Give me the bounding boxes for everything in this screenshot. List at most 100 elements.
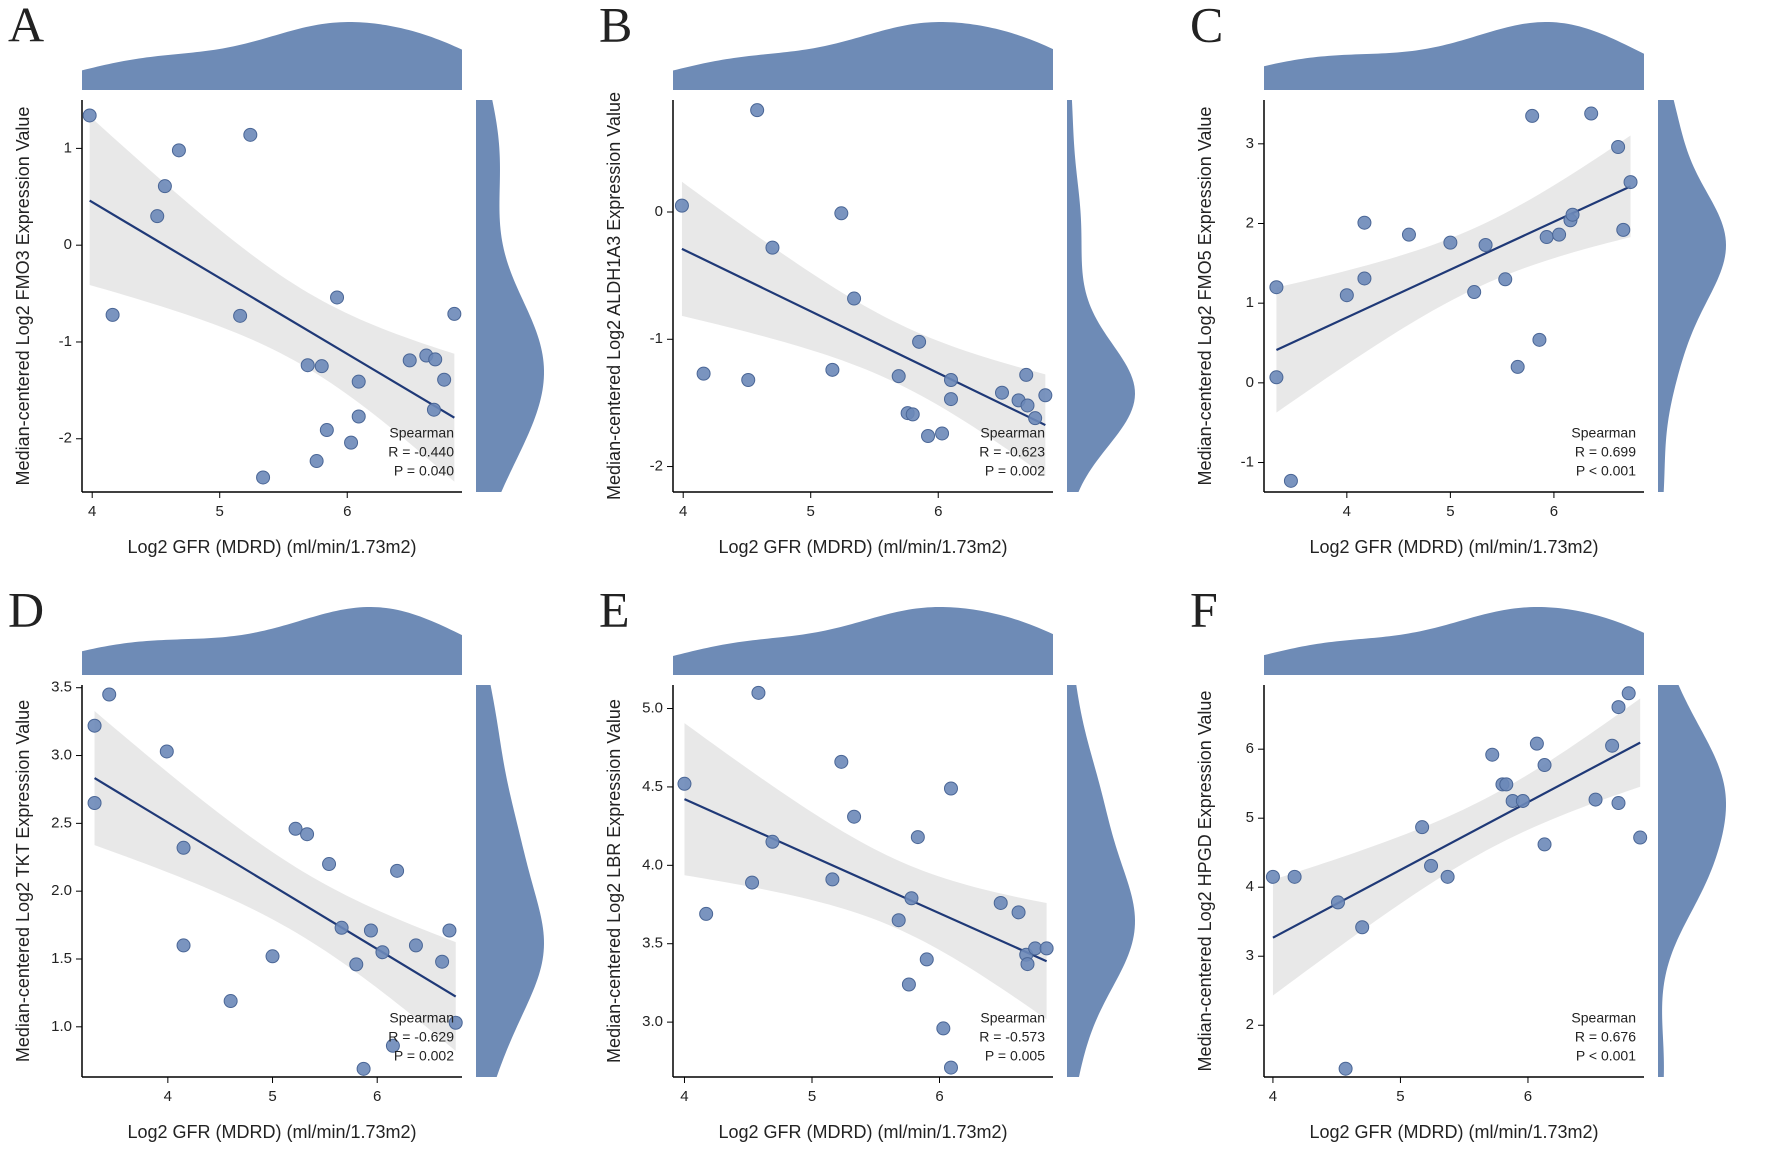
point [750,103,765,118]
y-tick-label: 4.5 [642,778,663,795]
y-tick-label: 1 [1246,294,1254,311]
stat-method: Spearman [1571,1010,1636,1026]
point [1287,869,1302,884]
point [943,373,958,387]
point [1623,175,1638,190]
panel-letter: F [1190,581,1218,637]
y-tick-label: -2 [650,458,663,475]
regression-line [89,199,455,419]
point [891,913,906,928]
x-axis-title: Log2 GFR (MDRD) (ml/min/1.73m2) [718,1122,1007,1142]
point [150,209,165,224]
x-tick-label: 6 [343,503,351,520]
point [1539,230,1554,245]
point [1357,215,1372,230]
point [159,744,174,759]
stat-p: P < 0.001 [1576,1048,1636,1064]
point [408,938,423,953]
stat-method: Spearman [980,1010,1045,1026]
y-tick-label: 6 [1246,740,1254,757]
y-tick-label: 2 [1246,1016,1254,1033]
x-tick-label: 4 [680,1088,688,1105]
point [1038,388,1053,403]
point [1039,941,1054,956]
panel: B Log2 GFR (MDRD) (ml/min/1.73m2) Median-c… [599,0,1135,557]
point [1020,957,1035,972]
point [1605,738,1620,753]
y-tick-label: -1 [59,333,72,350]
y-tick-label: -1 [650,330,663,347]
x-axis-title: Log2 GFR (MDRD) (ml/min/1.73m2) [1309,1122,1598,1142]
y-tick-label: 3.5 [642,935,663,952]
point [1355,920,1370,935]
point [741,373,756,387]
point [943,392,958,407]
x-tick-label: 4 [1343,503,1351,520]
point [891,369,906,384]
point [943,1060,958,1075]
point [1584,106,1599,121]
y-density [1067,100,1135,492]
x-density [1264,22,1644,90]
confidence-band [94,711,456,1051]
y-tick-label: -2 [59,430,72,447]
x-tick-label: 5 [1396,1088,1404,1105]
y-tick-label: 3.5 [51,679,72,696]
x-tick-label: 6 [1550,503,1558,520]
point [102,687,117,702]
point [825,872,840,887]
stat-r: R = 0.676 [1575,1029,1636,1045]
stat-p: P = 0.002 [394,1048,454,1064]
y-tick-label: 5.0 [642,699,663,716]
y-density [1658,100,1726,492]
point [1499,777,1514,792]
point [1498,272,1513,287]
x-tick-label: 4 [1269,1088,1277,1105]
point [1588,792,1603,807]
plot-area [93,711,457,1051]
y-density [476,100,544,492]
point [1357,271,1372,286]
regression-line [93,777,457,998]
y-density [1658,685,1726,1077]
y-density [476,685,544,1077]
confidence-band [89,116,455,482]
point [1478,238,1493,253]
point [834,206,849,221]
point [1510,359,1525,374]
point [390,863,405,878]
point [176,840,191,855]
y-tick-label: 3.0 [51,747,72,764]
point [677,776,692,791]
stat-r: R = 0.699 [1575,444,1636,460]
stat-r: R = -0.440 [388,444,454,460]
point [943,781,958,796]
x-tick-label: 5 [808,1088,816,1105]
point [905,407,920,422]
point [223,994,238,1009]
panel: C Log2 GFR (MDRD) (ml/min/1.73m2) Median-c… [1190,0,1726,557]
point [1565,207,1580,222]
point [696,366,711,381]
point [1338,1061,1353,1076]
point [385,1038,400,1053]
regression-line [681,247,1046,427]
point [1401,227,1416,242]
point [435,954,450,969]
y-axis-title: Median-centered Log2 FMO5 Expression Val… [1195,107,1215,486]
regression-line [684,798,1048,963]
y-tick-label: 3 [1246,135,1254,152]
point [1424,858,1439,873]
point [363,923,378,938]
point [901,977,916,992]
x-tick-label: 6 [373,1088,381,1105]
point [1019,367,1034,382]
y-tick-label: 3 [1246,947,1254,964]
point [448,1015,463,1030]
x-tick-label: 6 [935,1088,943,1105]
panel: E Log2 GFR (MDRD) (ml/min/1.73m2) Median-c… [599,581,1135,1142]
point [375,945,390,960]
point [1633,830,1648,845]
plot-area [89,116,455,482]
